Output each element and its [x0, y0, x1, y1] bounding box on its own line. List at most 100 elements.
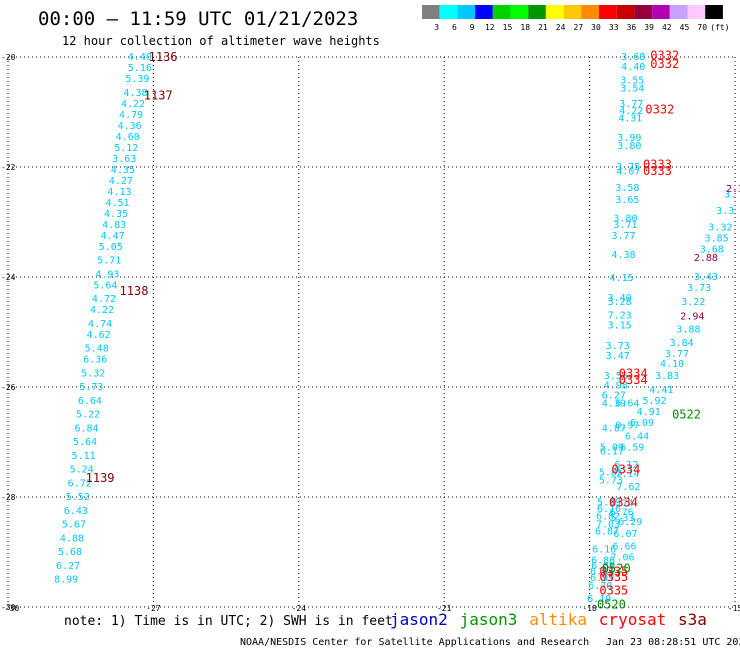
wave-height-label: 4.60: [116, 132, 140, 143]
wave-height-label: 4.15: [610, 273, 634, 284]
pass-labels: 1136113711381139033203320332033303330334…: [86, 48, 701, 611]
pass-time-label: 0335: [599, 564, 628, 578]
wave-height-label: 7.23: [608, 311, 632, 322]
wave-height-label: 6.27: [56, 561, 80, 572]
pass-time-label: 1137: [144, 89, 173, 103]
color-swatch: [510, 5, 529, 19]
satellite-legend-item: jason3: [460, 610, 518, 629]
wave-height-label: 4.74: [88, 319, 112, 330]
y-tick-label: -28: [1, 493, 16, 502]
wave-height-label: 0.97: [615, 421, 639, 432]
wave-height-label: 4.88: [60, 533, 84, 544]
wave-height-label: 4.40: [128, 52, 152, 63]
wave-height-label: 5.64: [93, 280, 117, 291]
wave-height-label: 7.06: [611, 553, 635, 564]
pass-time-label: 0335: [599, 570, 628, 584]
wave-height-label: 3.40: [608, 293, 632, 304]
color-swatch: [705, 5, 723, 19]
wave-height-label: 6.16: [597, 504, 621, 515]
wave-height-label: 5.05: [99, 242, 123, 253]
wave-height-label: 4.62: [87, 330, 111, 341]
color-swatch: [475, 5, 493, 19]
wave-height-label: 2.88: [694, 253, 718, 264]
wave-height-label: 3.55: [620, 76, 644, 87]
wave-height-label: 5.99: [597, 498, 621, 509]
wave-height-label: 3.71: [613, 220, 637, 231]
wave-height-label: 5.64: [73, 437, 97, 448]
axis-ticks: -30 -27 -24 -21 -18 -15 -20 -22 -24 -26 -28 -30: [1, 53, 740, 613]
wave-height-label: 3.77: [665, 349, 689, 360]
wave-height-label: 3.80: [613, 214, 637, 225]
color-swatch: [652, 5, 670, 19]
wave-height-label: 7.03: [596, 520, 620, 531]
color-scale-label: 33: [609, 23, 619, 32]
pass-time-label: 0520: [597, 597, 626, 611]
wave-height-label: 6.87: [595, 527, 619, 538]
wave-height-label: 5.71: [97, 256, 121, 267]
wave-height-label: 3.47: [606, 351, 630, 362]
color-scale-label: 27: [573, 23, 583, 32]
wave-height-label: 5.73: [599, 476, 623, 487]
wave-height-label: 3.22: [681, 297, 705, 308]
wave-height-label: 5.52: [66, 492, 90, 503]
wave-height-label: 2.94: [680, 312, 704, 323]
pass-time-label: 1139: [86, 471, 115, 485]
wave-height-label: 5.33: [611, 513, 635, 524]
wave-height-label: 3.65: [615, 195, 639, 206]
satellite-legend-item: cryosat: [599, 610, 666, 629]
wave-height-label: 4.38: [123, 88, 147, 99]
pass-time-label: 0520: [602, 562, 631, 576]
wave-height-label: 3.68: [621, 52, 645, 63]
wave-height-label: 3.3: [716, 206, 734, 217]
pass-time-label: 0335: [599, 584, 628, 598]
wave-height-label: 6.27: [602, 390, 626, 401]
wave-height-label: 6.07: [613, 529, 637, 540]
pass-time-label: 0334: [619, 373, 648, 387]
wave-height-label: 6.19: [587, 594, 611, 605]
wave-height-label: 3.85: [705, 234, 729, 245]
color-scale-label: 30: [591, 23, 601, 32]
wave-height-label: 4.79: [119, 110, 143, 121]
wave-height-label: 6.76: [610, 507, 634, 518]
wave-height-label: 4.10: [660, 359, 684, 370]
color-scale-label: 39: [644, 23, 654, 32]
wave-height-label: 3.32: [708, 223, 732, 234]
color-scale-label: 3: [434, 23, 439, 32]
wave-height-label: 3.88: [676, 324, 700, 335]
color-scale-label: 9: [470, 23, 475, 32]
wave-height-label: 4.36: [118, 121, 142, 132]
wave-height-label: 6.36: [83, 355, 107, 366]
credit-text: NOAA/NESDIS Center for Satellite Applica…: [240, 637, 589, 648]
pass-time-label: 0334: [609, 496, 638, 510]
wave-height-label: 3.75: [616, 162, 640, 173]
wave-height-label: 4.39: [602, 399, 626, 410]
pass-time-label: 0333: [643, 164, 672, 178]
wave-height-label: 6.59: [620, 443, 644, 454]
color-swatch: [528, 5, 546, 19]
color-swatch: [634, 5, 653, 19]
wave-height-label: 4.83: [102, 220, 126, 231]
wave-height-label: 4.93: [95, 269, 119, 280]
color-scale-label: 36: [627, 23, 637, 32]
pass-time-label: 1138: [120, 284, 149, 298]
wave-height-label: 4.13: [107, 187, 131, 198]
wave-height-label: 4.47: [101, 231, 125, 242]
wave-height-label: 4.35: [111, 165, 135, 176]
wave-height-label: 6.84: [74, 423, 98, 434]
footnote: note: 1) Time is in UTC; 2) SWH is in fe…: [64, 614, 393, 629]
wave-height-label: 4.22: [90, 305, 114, 316]
wave-height-label: 3.73: [687, 283, 711, 294]
wave-height-label: 3.15: [608, 320, 632, 331]
color-scale-label: 70: [697, 23, 707, 32]
pass-time-label: 0334: [619, 366, 648, 380]
wave-height-label: 3.68: [700, 245, 724, 256]
data-labels: 4.405.165.394.384.224.794.364.605.123.63…: [54, 52, 740, 605]
wave-height-label: 4.41: [649, 385, 673, 396]
x-tick-label: -24: [292, 604, 307, 613]
pass-time-label: 0333: [643, 157, 672, 171]
color-scale-label: 24: [556, 23, 566, 32]
wave-height-label: 3.73: [606, 341, 630, 352]
wave-height-label: 4.72: [92, 294, 116, 305]
wave-height-label: 6.66: [612, 542, 636, 553]
